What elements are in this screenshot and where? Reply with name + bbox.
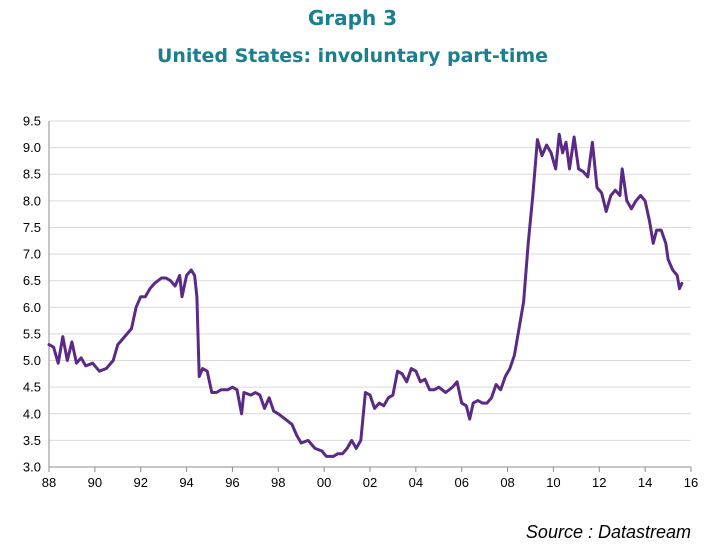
y-tick-label: 3.5: [23, 433, 41, 448]
series-group: [47, 132, 684, 458]
y-tick-label: 6.0: [23, 300, 41, 315]
x-tick-label: 08: [500, 475, 514, 490]
graph-number: Graph 3: [307, 6, 398, 30]
y-tick-label: 8.0: [23, 193, 41, 208]
source-note: Source : Datastream: [525, 522, 691, 542]
y-tick-label: 9.5: [23, 114, 41, 129]
y-tick-label: 5.0: [23, 353, 41, 368]
y-tick-label: 5.5: [23, 326, 41, 341]
y-axis-ticks: 3.0 3.5 4.0 4.5 5.0 5.5 6.0 6.5 7.0 7.5 8.0 8.5 9.0 9…: [23, 114, 41, 475]
x-tick-label: 90: [88, 475, 102, 490]
y-tick-label: 6.5: [23, 273, 41, 288]
x-tick-label: 04: [409, 475, 423, 490]
x-tick-label: 16: [684, 475, 698, 490]
y-tick-label: 4.5: [23, 380, 41, 395]
x-tick-label: 92: [133, 475, 147, 490]
x-tick-label: 10: [546, 475, 560, 490]
y-tick-label: 9.0: [23, 140, 41, 155]
y-tick-label: 3.0: [23, 460, 41, 475]
x-tick-label: 06: [454, 475, 468, 490]
x-tick-label: 94: [179, 475, 193, 490]
x-tick-label: 96: [225, 475, 239, 490]
x-tick-label: 98: [271, 475, 285, 490]
x-tick-label: 12: [592, 475, 606, 490]
x-axis-ticks: 88 90 92 94 96 98 00 02 04 06 08 10 12 14 16: [42, 467, 698, 490]
y-tick-label: 4.0: [23, 406, 41, 421]
gridlines: [49, 120, 691, 441]
y-tick-label: 7.0: [23, 247, 41, 262]
x-tick-label: 00: [317, 475, 331, 490]
series-line: [47, 132, 684, 458]
y-tick-label: 7.5: [23, 220, 41, 235]
x-tick-label: 88: [42, 475, 56, 490]
x-tick-label: 02: [363, 475, 377, 490]
chart-title: United States: involuntary part-time: [156, 45, 549, 67]
y-tick-label: 8.5: [23, 167, 41, 182]
x-tick-label: 14: [638, 475, 652, 490]
